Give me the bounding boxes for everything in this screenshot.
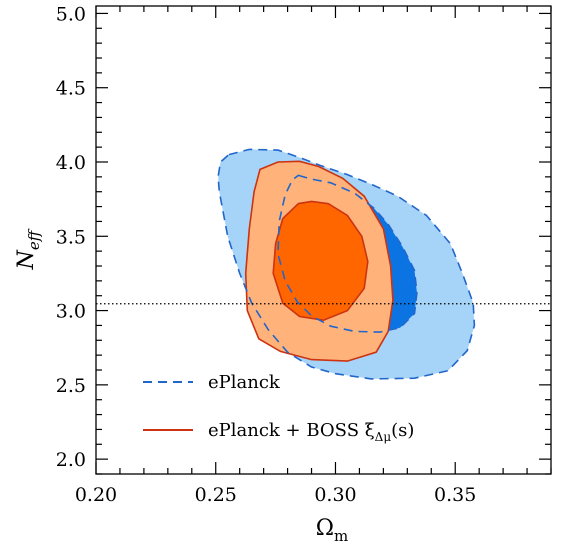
boss-68-region	[272, 200, 369, 322]
y-tick-label: 3.0	[56, 301, 86, 323]
plot-frame	[95, 5, 552, 475]
y-tick-label: 5.0	[56, 3, 86, 25]
x-tick-label: 0.35	[434, 484, 476, 506]
legend-label-sub: Δμ	[375, 430, 392, 444]
y-axis-ticks: 2.0 2.5 3.0 3.5 4.0 4.5 5.0	[56, 3, 551, 475]
x-tick-label: 0.20	[75, 484, 117, 506]
legend: ePlanck ePlanck + BOSS ξΔμ(s)	[143, 372, 414, 444]
y-axis-title-sub: eff	[25, 228, 43, 250]
y-tick-label: 4.0	[56, 152, 86, 174]
x-tick-label: 0.30	[314, 484, 356, 506]
legend-label-suffix: (s)	[391, 420, 414, 441]
legend-label-eplanck: ePlanck	[208, 372, 281, 393]
eplanck-68-contour	[277, 174, 418, 333]
legend-label-eplanck-boss: ePlanck + BOSS ξΔμ(s)	[208, 420, 414, 444]
y-tick-label: 2.0	[56, 449, 86, 471]
y-tick-label: 3.5	[56, 226, 86, 248]
x-axis-title-sub: m	[334, 527, 348, 545]
x-axis-ticks: 0.20 0.25 0.30 0.35	[75, 6, 552, 506]
axes-frame	[95, 5, 552, 475]
x-axis-title: Ωm	[316, 516, 348, 545]
x-tick-label: 0.25	[195, 484, 237, 506]
y-tick-label: 2.5	[56, 375, 86, 397]
eplanck-95-contour	[217, 148, 476, 380]
y-tick-label: 4.5	[56, 78, 86, 100]
y-axis-title: Neff	[14, 228, 43, 270]
contour-regions	[217, 148, 476, 380]
